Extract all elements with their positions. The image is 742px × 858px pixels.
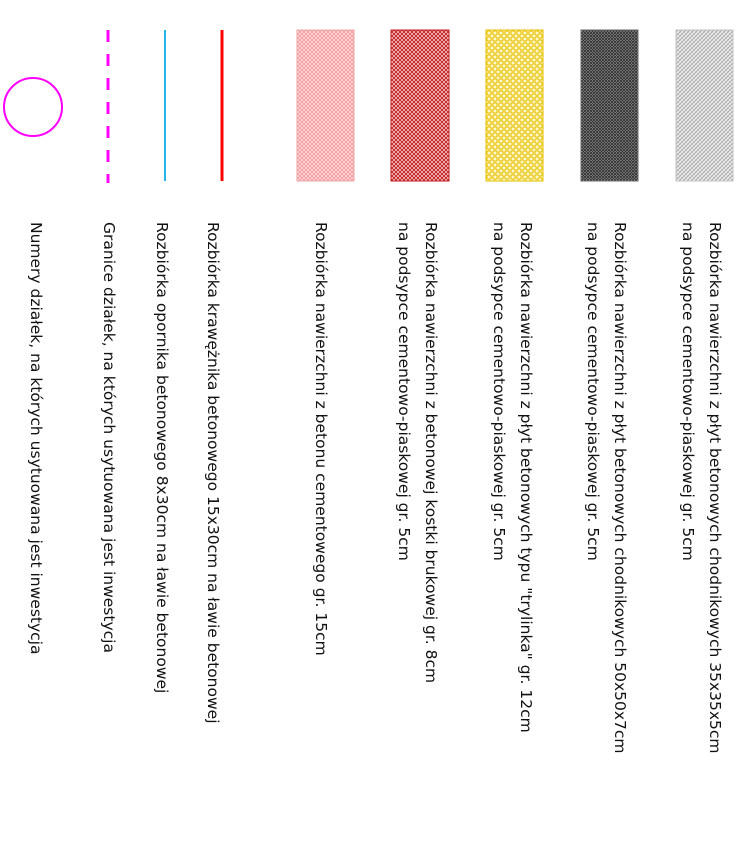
label-plyty-50-line2: na podsypce cementowo-piaskowej gr. 5cm (584, 222, 602, 561)
label-trylinka-line1: Rozbiórka nawierzchni z płyt betonowych … (517, 222, 535, 733)
symbol-trylinka (485, 29, 544, 182)
label-granice: Granice działek, na których usytuowana j… (100, 222, 118, 653)
label-plyty-35-line1: Rozbiórka nawierzchni z płyt betonowych … (706, 222, 724, 754)
label-beton: Rozbiórka nawierzchni z betonu cementowe… (312, 222, 330, 656)
symbol-beton (296, 29, 355, 182)
symbol-plyty-35 (675, 29, 734, 182)
label-trylinka-line2: na podsypce cementowo-piaskowej gr. 5cm (490, 222, 508, 561)
label-plyty-35-line2: na podsypce cementowo-piaskowej gr. 5cm (679, 222, 697, 561)
label-kostka-line2: na podsypce cementowo-piaskowej gr. 5cm (395, 222, 413, 561)
label-opornik: Rozbiórka opornika betonowego 8x30cm na … (153, 222, 171, 693)
symbol-numery-circle (3, 77, 63, 137)
symbol-plyty-50 (580, 29, 639, 182)
label-kraweznik: Rozbiórka krawężnika betonowego 15x30cm … (204, 222, 222, 724)
label-plyty-50-line1: Rozbiórka nawierzchni z płyt betonowych … (611, 222, 629, 754)
label-kostka-line1: Rozbiórka nawierzchni z betonowej kostki… (422, 222, 440, 683)
symbol-kostka (390, 29, 450, 182)
label-numery: Numery działek, na których usytuowana je… (27, 222, 45, 654)
